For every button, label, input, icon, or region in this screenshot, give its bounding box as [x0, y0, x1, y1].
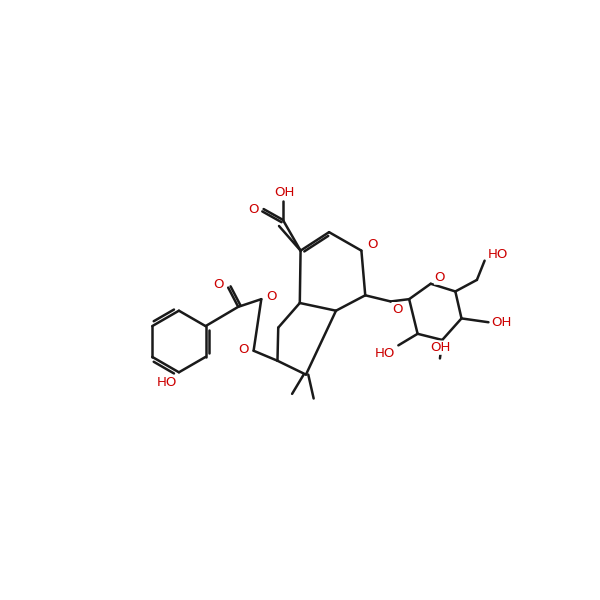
Text: O: O: [238, 343, 249, 356]
Text: OH: OH: [274, 185, 295, 199]
Text: HO: HO: [157, 376, 178, 389]
Text: OH: OH: [491, 316, 512, 329]
Text: HO: HO: [488, 248, 508, 261]
Text: O: O: [392, 302, 403, 316]
Text: OH: OH: [430, 341, 450, 354]
Text: O: O: [434, 271, 445, 284]
Text: O: O: [368, 238, 378, 251]
Text: O: O: [213, 278, 224, 291]
Text: O: O: [266, 290, 277, 304]
Text: HO: HO: [375, 347, 395, 359]
Text: O: O: [248, 203, 259, 215]
